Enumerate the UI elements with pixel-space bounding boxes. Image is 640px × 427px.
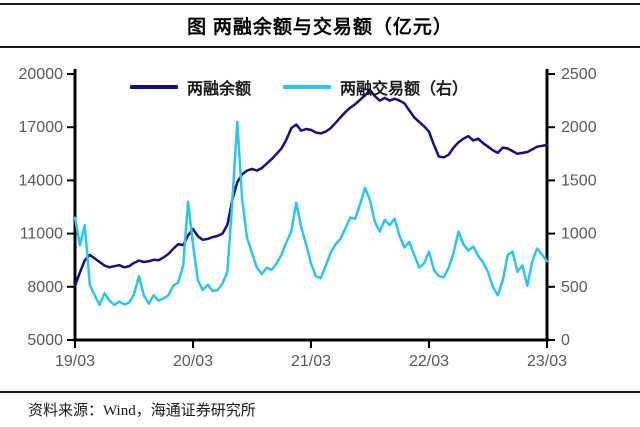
source-note: 资料来源：Wind，海通证券研究所 <box>28 403 256 419</box>
right-axis-tick-label: 2000 <box>561 119 597 136</box>
legend-label-balance: 两融余额 <box>187 81 252 98</box>
x-axis-tick-label: 21/03 <box>291 353 331 370</box>
legend-item-balance: 两融余额 <box>130 75 251 99</box>
right-axis-tick-label: 1000 <box>561 226 597 243</box>
left-axis-tick-label: 11000 <box>20 226 63 243</box>
x-axis-tick-label: 19/03 <box>55 353 95 370</box>
legend-item-turnover: 两融交易额（右） <box>283 75 468 99</box>
legend-label-turnover: 两融交易额（右） <box>340 81 469 98</box>
right-axis-tick-label: 500 <box>561 279 588 296</box>
source-divider <box>0 391 640 393</box>
series-line-0 <box>73 88 549 288</box>
legend-swatch-balance <box>130 85 178 89</box>
x-axis-tick-label: 20/03 <box>173 353 213 370</box>
title-divider <box>0 46 640 48</box>
right-axis-tick-label: 1500 <box>561 172 597 189</box>
top-divider <box>0 3 640 5</box>
left-axis-tick-label: 17000 <box>19 119 64 136</box>
chart-title: 图 两融余额与交易额（亿元） <box>187 17 453 38</box>
x-axis-tick-label: 23/03 <box>527 353 567 370</box>
series-line-1 <box>73 120 549 307</box>
legend-swatch-turnover <box>283 85 332 89</box>
legend: 两融余额 两融交易额（右） <box>130 75 468 99</box>
left-axis-tick-label: 20000 <box>19 66 64 83</box>
x-axis-tick-label: 22/03 <box>409 353 449 370</box>
right-axis-tick-label: 2500 <box>561 66 597 83</box>
left-axis-tick-label: 5000 <box>27 332 63 349</box>
left-axis-tick-label: 8000 <box>27 279 63 296</box>
right-axis-tick-label: 0 <box>561 332 570 349</box>
left-axis-tick-label: 14000 <box>19 172 64 189</box>
